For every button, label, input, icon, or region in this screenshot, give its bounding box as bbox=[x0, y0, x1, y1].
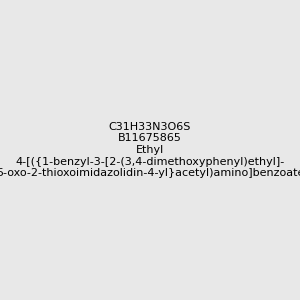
Text: C31H33N3O6S
B11675865
Ethyl 4-[({1-benzyl-3-[2-(3,4-dimethoxyphenyl)ethyl]-
5-ox: C31H33N3O6S B11675865 Ethyl 4-[({1-benzy… bbox=[0, 122, 300, 178]
